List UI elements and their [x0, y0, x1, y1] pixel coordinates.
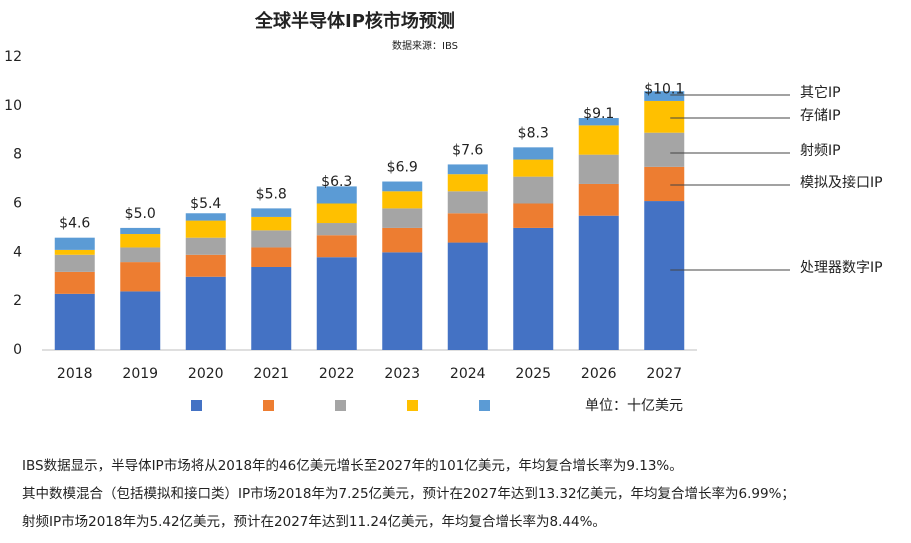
bar-segment: [578, 215, 619, 350]
bar-segment: [447, 174, 488, 192]
bar-segment: [251, 216, 292, 231]
y-tick-label: 0: [13, 342, 22, 358]
bar-segment: [513, 227, 554, 350]
x-tick-label: 2021: [253, 366, 289, 382]
bar-segment: [644, 100, 685, 133]
bar-segment: [644, 201, 685, 350]
y-tick-label: 4: [13, 244, 22, 260]
bar-segment: [316, 203, 357, 224]
x-tick-label: 2019: [122, 366, 158, 382]
chart-subtitle: 数据来源：IBS: [392, 39, 458, 52]
total-label: $6.9: [387, 160, 418, 176]
bar-segment: [382, 227, 423, 253]
bar-segment: [447, 213, 488, 243]
bar-segment: [251, 247, 292, 267]
bar-segment: [185, 254, 226, 277]
y-tick-label: 12: [4, 49, 22, 65]
bar-segment: [578, 125, 619, 155]
total-label: $9.1: [583, 106, 614, 122]
bar-segment: [316, 257, 357, 350]
bar-segment: [185, 220, 226, 238]
y-tick-label: 2: [13, 293, 22, 309]
bar-segment: [316, 223, 357, 236]
bar-segment: [54, 293, 95, 350]
bar-segment: [382, 191, 423, 209]
x-tick-label: 2024: [450, 366, 486, 382]
legend-swatch: [263, 400, 274, 411]
x-tick-label: 2025: [515, 366, 551, 382]
x-tick-label: 2022: [319, 366, 355, 382]
chart-title: 全球半导体IP核市场预测: [254, 10, 455, 32]
y-tick-label: 8: [13, 147, 22, 163]
chart: 全球半导体IP核市场预测 数据来源：IBS 单位：十亿美元 0 2 4 6 8 10 12 2…: [4, 10, 883, 414]
unit-label: 单位：十亿美元: [585, 398, 683, 414]
bar-segment: [447, 242, 488, 350]
total-label: $6.3: [321, 174, 352, 190]
bar-segment: [447, 191, 488, 214]
bar-segment: [54, 254, 95, 272]
y-tick-label: 6: [13, 196, 22, 212]
bar-segment: [644, 166, 685, 202]
bar-segment: [382, 252, 423, 350]
legend-swatch: [191, 400, 202, 411]
legend-swatch: [407, 400, 418, 411]
total-label: $4.6: [59, 216, 90, 232]
bar-segment: [54, 271, 95, 294]
bar-segment: [120, 262, 161, 292]
bar-segment: [185, 213, 226, 221]
note: IBS数据显示，半导体IP市场将从2018年的46亿美元增长至2027年的101…: [22, 458, 683, 474]
x-tick-label: 2027: [646, 366, 682, 382]
x-tick-label: 2018: [57, 366, 93, 382]
bar-segment: [185, 276, 226, 350]
bar-segment: [513, 159, 554, 177]
bar-segment: [513, 147, 554, 160]
bar-segment: [54, 237, 95, 250]
series-label: 处理器数字IP: [800, 260, 883, 276]
series-label: 存储IP: [800, 108, 841, 124]
note: 射频IP市场2018年为5.42亿美元，预计在2027年达到11.24亿美元，年…: [22, 514, 606, 530]
series-label: 模拟及接口IP: [800, 174, 883, 191]
bar-segment: [513, 176, 554, 204]
bar-segment: [120, 247, 161, 263]
legend-swatch: [335, 400, 346, 411]
bar-segment: [251, 208, 292, 217]
bar-segment: [513, 203, 554, 228]
bar-segment: [578, 154, 619, 184]
bar-segment: [251, 230, 292, 248]
bar-segment: [185, 237, 226, 255]
legend-swatch: [479, 400, 490, 411]
bar-segment: [382, 208, 423, 228]
bar-segment: [120, 291, 161, 350]
total-label: $5.4: [190, 196, 221, 212]
bar-segment: [644, 91, 685, 101]
note: 其中数模混合（包括模拟和接口类）IP市场2018年为7.25亿美元，预计在202…: [22, 486, 795, 502]
total-label: $5.0: [125, 206, 156, 222]
bar-segment: [316, 235, 357, 258]
series-label: 射频IP: [800, 143, 841, 159]
bar-segment: [54, 249, 95, 255]
bar-segment: [120, 234, 161, 248]
total-label: $5.8: [256, 186, 287, 202]
bar-segment: [578, 118, 619, 126]
bar-segment: [447, 164, 488, 175]
y-tick-label: 10: [4, 98, 22, 114]
total-label: $10.1: [644, 81, 684, 97]
bar-segment: [644, 132, 685, 167]
bar-segment: [316, 186, 357, 204]
x-tick-label: 2026: [581, 366, 617, 382]
bar-segment: [578, 183, 619, 216]
total-label: $8.3: [518, 125, 549, 141]
bar-segment: [382, 181, 423, 192]
x-tick-label: 2020: [188, 366, 224, 382]
x-tick-label: 2023: [384, 366, 420, 382]
bar-segment: [120, 227, 161, 235]
total-label: $7.6: [452, 142, 483, 158]
series-label: 其它IP: [800, 84, 841, 101]
bar-segment: [251, 266, 292, 350]
